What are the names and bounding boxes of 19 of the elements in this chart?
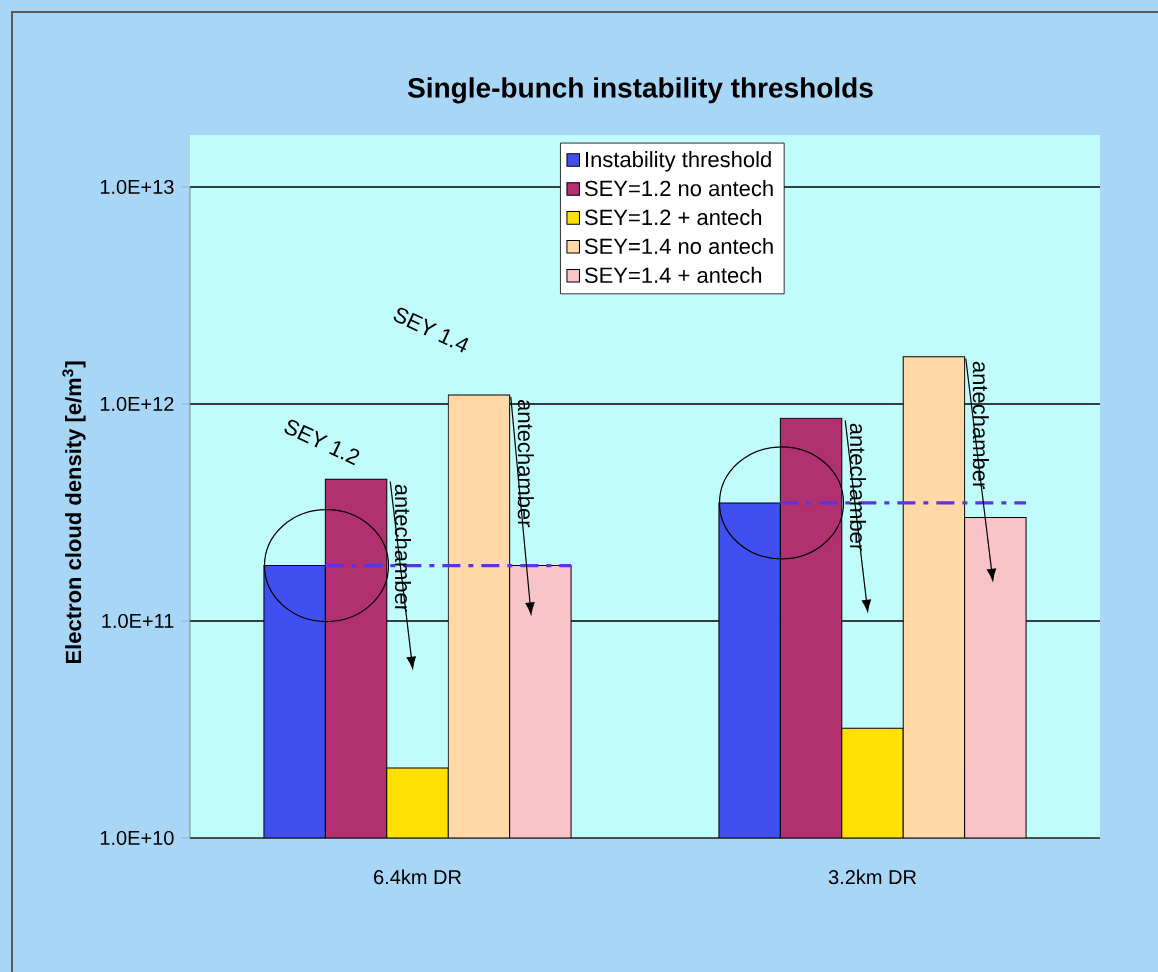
legend-label: SEY=1.2 no antech	[584, 180, 773, 197]
annotation: antechamber	[849, 423, 867, 551]
chart-title: Single-bunch instability thresholds	[407, 77, 873, 104]
annotation: SEY 1.2	[284, 419, 360, 466]
annotation: antechamber	[972, 361, 989, 489]
y-tick-label: 1.0E+10	[100, 830, 174, 846]
annotation: antechamber	[394, 484, 412, 612]
annotation: antechamber	[517, 400, 534, 528]
y-tick-label: 1.0E+11	[102, 613, 174, 629]
annotation: SEY 1.4	[393, 307, 469, 353]
legend-label: SEY=1.2 + antech	[584, 208, 762, 226]
x-tick-label: 3.2km DR	[828, 869, 917, 885]
y-tick-label: 1.0E+13	[100, 179, 174, 195]
legend-label: SEY=1.4 no antech	[584, 237, 773, 255]
y-axis-title: Electron cloud density [e/m$^{3}$]	[62, 361, 86, 664]
legend-label: SEY=1.4 + antech	[584, 266, 762, 284]
y-tick-label: 1.0E+12	[100, 396, 174, 412]
legend-label: Instability threshold	[586, 151, 771, 172]
x-tick-label: 6.4km DR	[374, 869, 462, 885]
